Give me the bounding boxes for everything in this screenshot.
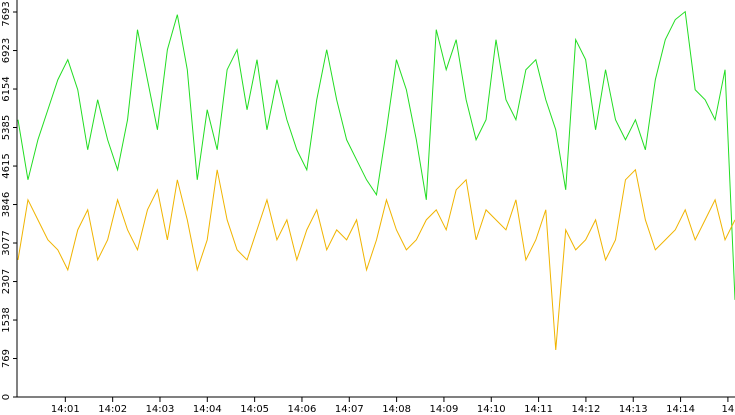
y-tick-label: 1538 [1,307,12,332]
series-line [17,168,735,350]
x-tick-label: 14:12 [572,404,601,415]
x-tick-label: 14:04 [193,404,222,415]
x-tick-label: 14:09 [430,404,459,415]
y-tick-label: 7693 [1,1,12,26]
series-line [17,10,735,300]
x-tick-label: 14:08 [382,404,411,415]
x-tick-label: 14:13 [619,404,648,415]
y-tick-label: 6923 [1,38,12,63]
y-tick-label: 5385 [1,115,12,140]
x-tick-label: 14:02 [98,404,127,415]
x-tick-label: 14:03 [146,404,175,415]
y-tick-label: 0 [1,394,12,400]
y-tick-label: 3077 [1,230,12,255]
x-tick-label: 14 [722,404,735,415]
x-tick-label: 14:07 [335,404,364,415]
y-tick-label: 6154 [1,76,12,101]
x-tick-label: 14:14 [666,404,695,415]
y-tick-label: 3846 [1,192,12,217]
x-tick-label: 14:10 [477,404,506,415]
y-tick-label: 769 [1,349,12,368]
x-tick-label: 14:06 [288,404,317,415]
y-tick-label: 2307 [1,269,12,294]
x-tick-label: 14:01 [51,404,80,415]
y-tick-label: 4615 [1,153,12,178]
x-tick-label: 14:05 [240,404,269,415]
x-tick-label: 14:11 [524,404,553,415]
